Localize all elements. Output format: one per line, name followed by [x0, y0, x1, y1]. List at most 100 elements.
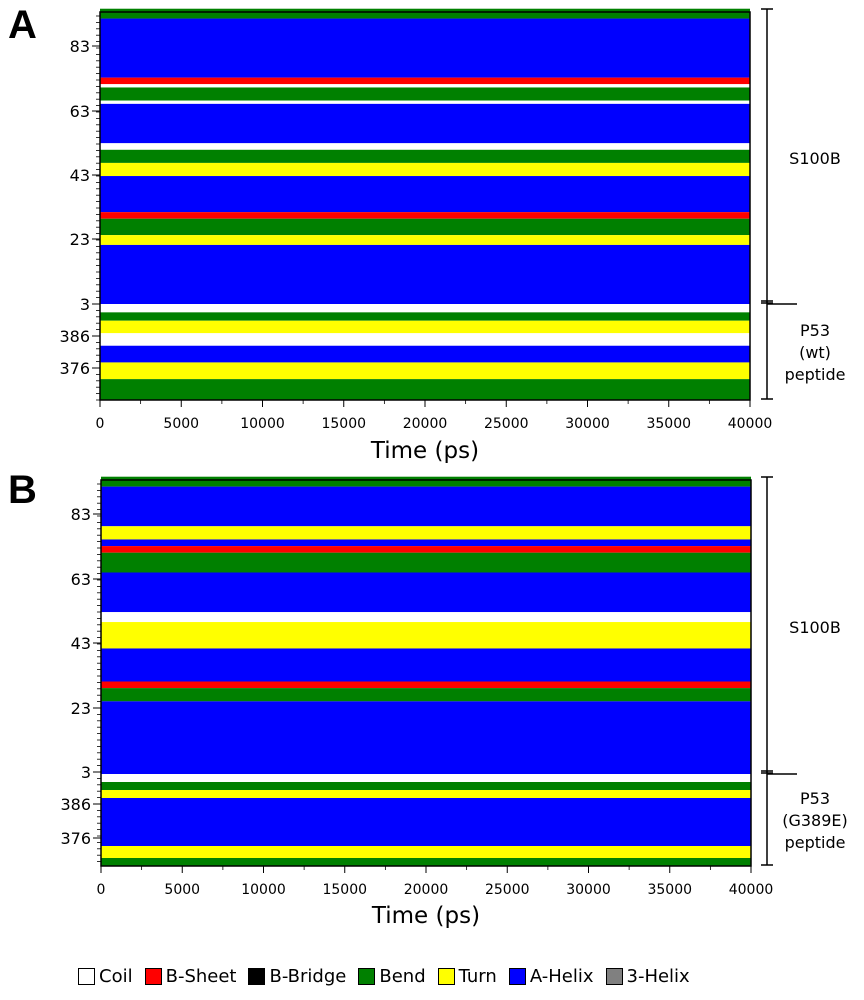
- ss-band-bend: [101, 552, 751, 573]
- legend-item: B-Sheet: [144, 966, 237, 987]
- x-tick-label: 25000: [485, 882, 530, 898]
- panel-b-letter: B: [8, 468, 37, 512]
- ss-band-turn: [100, 162, 750, 177]
- legend-item: Bend: [358, 966, 426, 987]
- region-label: peptide: [785, 365, 846, 384]
- panel-b-regions: S100B P53 (G389E) peptide: [761, 476, 848, 866]
- figure: A 83 63 43 23 3 386 376 0 5000 10000 15000 20000 25…: [8, 3, 848, 929]
- ss-band-coil: [100, 333, 750, 346]
- legend-label: Turn: [458, 966, 497, 987]
- ss-band-b-sheet: [100, 77, 750, 85]
- legend-label: B-Sheet: [165, 966, 237, 987]
- panel-a-xlabel: Time (ps): [370, 438, 479, 464]
- panel-b-bands: [101, 476, 751, 866]
- panel-a-bands: [100, 8, 750, 400]
- ss-band-turn: [101, 622, 751, 649]
- legend-item: A-Helix: [508, 966, 594, 987]
- x-tick-label: 40000: [729, 882, 774, 898]
- ss-band-bend: [100, 8, 750, 19]
- region-label: S100B: [789, 149, 841, 168]
- panel-b: B 83 63 43 23 3 386 376 0 5000 10000 15000 20000 25…: [8, 468, 848, 929]
- x-tick-label: 20000: [404, 882, 449, 898]
- panel-b-xlabel: Time (ps): [371, 903, 480, 929]
- ss-band-b-sheet: [101, 681, 751, 689]
- ss-band-turn: [101, 790, 751, 798]
- ss-band-coil: [100, 100, 750, 104]
- y-tick-label: 386: [60, 795, 91, 814]
- x-tick-label: 15000: [322, 882, 367, 898]
- legend-item: Coil: [78, 966, 133, 987]
- x-tick-label: 35000: [647, 882, 692, 898]
- legend-swatch: [508, 968, 526, 985]
- ss-band-a-helix: [100, 345, 750, 363]
- legend-swatch: [605, 968, 623, 985]
- region-label: P53: [800, 789, 830, 808]
- x-tick-label: 10000: [240, 416, 285, 432]
- y-tick-label: 23: [70, 230, 90, 249]
- legend-label: A-Helix: [529, 966, 594, 987]
- ss-band-a-helix: [100, 18, 750, 78]
- x-tick-label: 40000: [728, 416, 773, 432]
- panel-a-xticks: 0 5000 10000 15000 20000 25000 30000 35000 40000: [96, 400, 773, 432]
- y-tick-label: 23: [71, 699, 91, 718]
- ss-band-a-helix: [100, 103, 750, 144]
- ss-band-bend: [100, 87, 750, 101]
- x-tick-label: 30000: [565, 416, 610, 432]
- region-label: peptide: [785, 833, 846, 852]
- ss-band-turn: [100, 362, 750, 380]
- region-label: (G389E): [782, 811, 848, 830]
- x-tick-label: 20000: [403, 416, 448, 432]
- y-tick-label: 3: [80, 295, 90, 314]
- region-label: S100B: [789, 618, 841, 637]
- legend-label: 3-Helix: [626, 966, 690, 987]
- y-tick-label: 376: [60, 829, 91, 848]
- legend-label: Bend: [379, 966, 426, 987]
- ss-band-coil: [100, 84, 750, 88]
- region-label: P53: [800, 321, 830, 340]
- y-tick-label: 43: [70, 166, 90, 185]
- panel-b-yticks: 83 63 43 23 3 386 376: [60, 483, 101, 862]
- ss-band-a-helix: [100, 244, 750, 304]
- x-tick-label: 30000: [566, 882, 611, 898]
- x-tick-label: 5000: [163, 416, 199, 432]
- ss-band-bend: [100, 312, 750, 321]
- x-tick-label: 0: [97, 882, 106, 898]
- panel-b-xticks: 0 5000 10000 15000 20000 25000 30000 35000 40000: [97, 866, 774, 898]
- y-tick-label: 83: [70, 37, 90, 56]
- ss-band-bend: [101, 858, 751, 866]
- legend-swatch: [358, 968, 376, 985]
- x-tick-label: 15000: [321, 416, 366, 432]
- ss-band-a-helix: [101, 486, 751, 527]
- legend-item: 3-Helix: [605, 966, 690, 987]
- ss-band-b-sheet: [100, 212, 750, 219]
- panel-a: A 83 63 43 23 3 386 376 0 5000 10000 15000 20000 25…: [8, 3, 845, 464]
- legend-swatch: [78, 968, 95, 985]
- x-tick-label: 10000: [241, 882, 286, 898]
- legend: Coil B-Sheet B-Bridge Bend Turn A-Helix 3-Heli…: [78, 966, 702, 987]
- ss-band-a-helix: [101, 572, 751, 613]
- ss-band-a-helix: [101, 798, 751, 846]
- legend-swatch: [248, 968, 266, 985]
- ss-band-turn: [101, 526, 751, 540]
- y-tick-label: 63: [70, 102, 90, 121]
- y-tick-label: 3: [81, 763, 91, 782]
- y-tick-label: 63: [71, 570, 91, 589]
- legend-item: Turn: [437, 966, 497, 987]
- region-label: (wt): [799, 343, 831, 362]
- ss-band-a-helix: [100, 176, 750, 213]
- ss-band-turn: [100, 235, 750, 245]
- x-tick-label: 5000: [164, 882, 200, 898]
- ss-band-coil: [101, 612, 751, 623]
- x-tick-label: 25000: [484, 416, 529, 432]
- ss-band-bend: [101, 476, 751, 487]
- ss-band-a-helix: [101, 648, 751, 682]
- panel-a-yticks: 83 63 43 23 3 386 376: [59, 15, 100, 401]
- legend-label: Coil: [99, 966, 133, 987]
- ss-band-turn: [101, 846, 751, 858]
- ss-band-coil: [100, 304, 750, 313]
- y-tick-label: 83: [71, 505, 91, 524]
- x-tick-label: 35000: [646, 416, 691, 432]
- y-tick-label: 386: [59, 327, 90, 346]
- ss-band-b-sheet: [101, 546, 751, 553]
- panel-a-regions: S100B P53 (wt) peptide: [761, 8, 846, 400]
